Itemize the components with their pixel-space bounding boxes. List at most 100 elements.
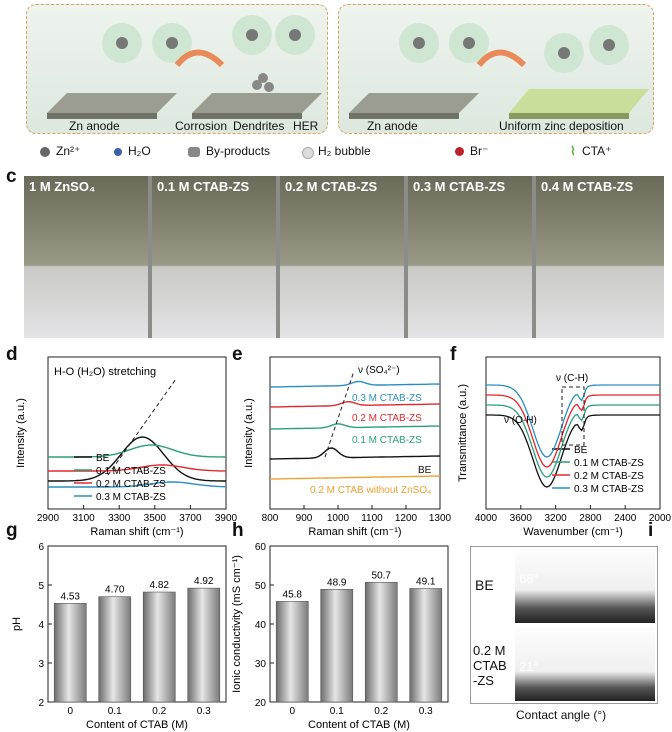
- chart-h-x-tick-label: 0.3: [419, 706, 433, 717]
- schematic-panel-b: Zn anode Uniform zinc deposition: [338, 4, 654, 134]
- chart-f-x-tick-label: 3600: [510, 513, 533, 524]
- chart-f-ch-box: [561, 386, 585, 446]
- contact-angle-image-be: 68°: [515, 549, 655, 623]
- chart-g-x-tick-label: 0.2: [152, 706, 166, 717]
- chart-g-bar: [187, 587, 221, 703]
- chart-f-annotation-ch: ν (C-H): [556, 373, 588, 384]
- chart-f-series-line: [486, 384, 660, 458]
- chart-d-legend-label: 0.3 M CTAB-ZS: [96, 492, 166, 503]
- chart-f-series-line: [486, 404, 660, 478]
- panel-letter-g: g: [6, 520, 18, 541]
- chart-e-x-tick-label: 1200: [395, 513, 418, 524]
- legend-cta-label: CTA⁺: [582, 144, 612, 158]
- photo-ctab-03: 0.3 M CTAB-ZS: [408, 176, 532, 338]
- chart-f-x-tick-label: 2400: [614, 513, 637, 524]
- chart-d-x-tick-label: 3300: [108, 513, 131, 524]
- chart-h-bar: [364, 581, 398, 703]
- contact-angle-sample-be: BE: [475, 577, 494, 593]
- chart-g-xlabel: Content of CTAB (M): [86, 719, 188, 731]
- chart-h-x-tick-label: 0: [289, 706, 295, 717]
- chart-h-ylabel: Ionic conductivity (mS cm⁻¹): [231, 555, 243, 693]
- panel-letter-h: h: [232, 520, 244, 541]
- chart-d-trend-arrow: [107, 378, 177, 476]
- chart-g-x-tick-label: 0: [67, 706, 73, 717]
- her-label: HER: [293, 119, 319, 133]
- schematic-a-art: [47, 15, 322, 119]
- chart-e-series-line: [269, 380, 441, 388]
- contact-angle-xlabel: Contact angle (°): [516, 708, 607, 722]
- h2-bubble-icon: [302, 147, 314, 159]
- legend-water-label: H₂O: [128, 144, 151, 158]
- panel-letter-c: c: [6, 166, 17, 187]
- chart-e-frame: [269, 356, 441, 510]
- uniform-deposition-label: Uniform zinc deposition: [499, 119, 624, 133]
- chart-d-series-line: [48, 436, 226, 482]
- chart-g-data-label: 4.70: [105, 585, 125, 596]
- chart-g-data-label: 4.92: [194, 576, 214, 587]
- photo-label: 0.3 M CTAB-ZS: [413, 179, 506, 194]
- chart-e-series-label: BE: [418, 465, 432, 476]
- chart-h-bar: [275, 601, 309, 703]
- contact-angle-frame: 68° 21° BE 0.2 M CTAB -ZS: [470, 546, 658, 704]
- contact-angle-image-ctab: 21°: [515, 627, 655, 701]
- chart-f-legend-label: 0.2 M CTAB-ZS: [574, 471, 644, 482]
- chart-f-series-line: [486, 414, 660, 488]
- chart-f-x-tick-label: 2000: [649, 513, 672, 524]
- legend-zn-label: Zn²⁺: [56, 144, 81, 158]
- chart-e-series-label: 0.1 M CTAB-ZS: [352, 435, 422, 446]
- photo-label: 0.2 M CTAB-ZS: [285, 179, 378, 194]
- ctab-cation-icon: ⌇: [570, 144, 576, 158]
- photo-label: 1 M ZnSO₄: [29, 179, 96, 194]
- schematic-legend: Zn²⁺ H₂O By-products H₂ bubble Br⁻ ⌇ CTA…: [0, 144, 672, 168]
- photo-znso4: 1 M ZnSO₄: [24, 176, 148, 338]
- contact-angle-value-ctab: 21°: [519, 659, 539, 674]
- chart-h-y-tick-label: 20: [255, 698, 267, 709]
- corroded-anode-plate: [192, 93, 322, 113]
- schematic-b-art: [349, 23, 649, 119]
- zn-anode-label-a: Zn anode: [69, 119, 120, 133]
- photo-ctab-01: 0.1 M CTAB-ZS: [152, 176, 276, 338]
- chart-g-x-tick-label: 0.3: [197, 706, 211, 717]
- chart-e-x-tick-label: 1000: [327, 513, 350, 524]
- chart-d-frame: [47, 356, 227, 510]
- legend-byproduct-label: By-products: [206, 144, 271, 158]
- photo-label: 0.4 M CTAB-ZS: [541, 179, 634, 194]
- chart-h-y-tick-label: 40: [255, 620, 267, 631]
- uniform-deposition-plate: [509, 89, 649, 113]
- by-product-icon: [188, 147, 200, 157]
- photo-label: 0.1 M CTAB-ZS: [157, 179, 250, 194]
- chart-h-data-label: 48.9: [327, 577, 347, 588]
- chart-e-series-label: 0.2 M CTAB-ZS: [352, 413, 422, 424]
- chart-d-annotation: H-O (H₂O) stretching: [54, 366, 156, 378]
- chart-h-data-label: 49.1: [416, 577, 436, 588]
- photo-ctab-02: 0.2 M CTAB-ZS: [280, 176, 404, 338]
- contact-angle-sample-ctab: 0.2 M CTAB -ZS: [473, 643, 507, 688]
- chart-h-y-tick-label: 60: [255, 542, 267, 553]
- chart-d-series-line: [48, 481, 227, 488]
- legend-br-label: Br⁻: [470, 144, 489, 158]
- chart-f-legend-label: BE: [574, 445, 588, 456]
- chart-f-x-tick-label: 3200: [544, 513, 567, 524]
- chart-g-x-tick-label: 0.1: [108, 706, 122, 717]
- contact-angle-value-be: 68°: [519, 571, 539, 586]
- chart-h-bar: [320, 588, 354, 703]
- chart-f-x-tick-label: 4000: [475, 513, 498, 524]
- chart-e-annotation: ν (SO₄²⁻): [358, 365, 400, 376]
- chart-g-ylabel: pH: [11, 617, 23, 631]
- zn-anode-plate: [349, 93, 479, 113]
- chart-h-xlabel: Content of CTAB (M): [308, 719, 410, 731]
- chart-g-data-label: 4.53: [61, 591, 81, 602]
- corrosion-label: Corrosion: [175, 119, 228, 133]
- chart-e-series-line: [269, 475, 441, 480]
- chart-h-data-label: 45.8: [283, 589, 303, 600]
- chart-e-ylabel: Intensity (a.u.): [243, 398, 255, 468]
- schematic-panel-a: Zn anode Corrosion Dendrites HER: [26, 4, 328, 134]
- chart-f-frame: [485, 356, 661, 510]
- chart-e-series-line: [269, 447, 441, 460]
- arrow-icon: [476, 49, 527, 68]
- chart-d-legend-label: 0.2 M CTAB-ZS: [96, 479, 166, 490]
- chart-f-ylabel: Transmittance (a.u.): [457, 384, 469, 482]
- chart-e-x-tick-label: 900: [296, 513, 313, 524]
- chart-e-x-tick-label: 1300: [429, 513, 452, 524]
